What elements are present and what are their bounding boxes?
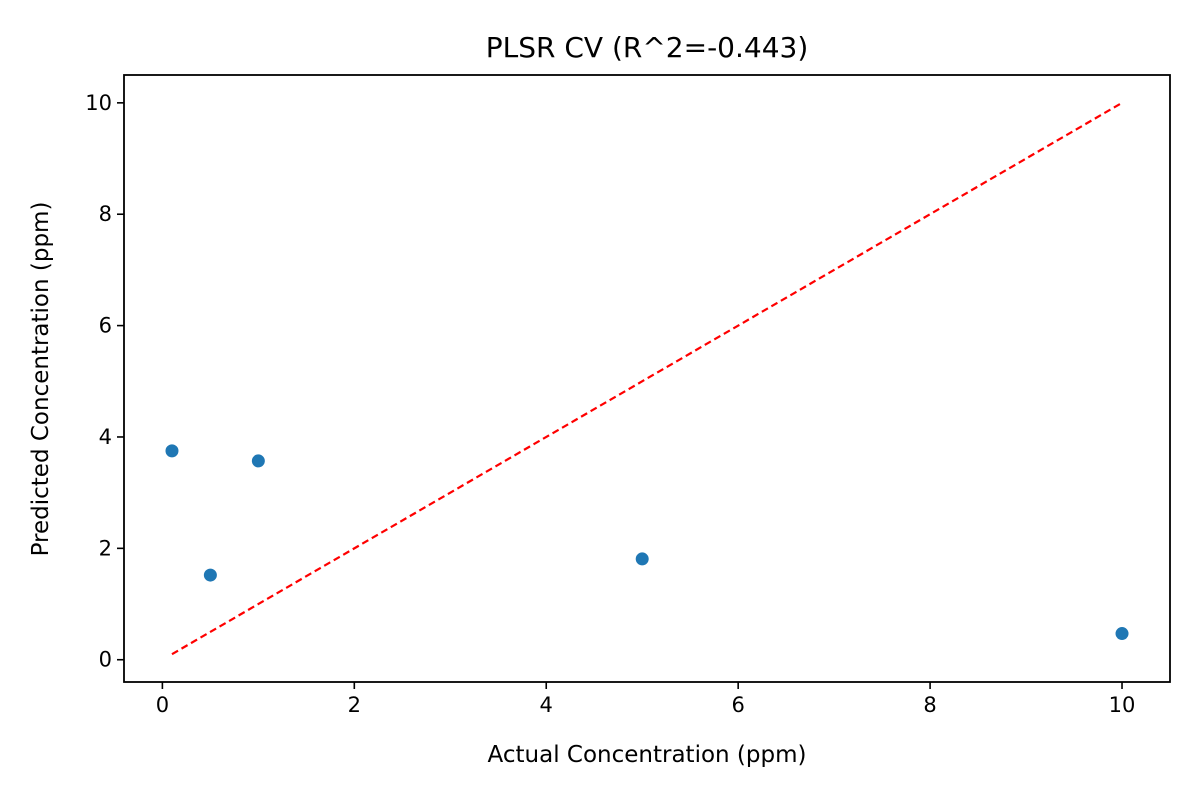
x-axis-ticks: 0 2 4 6 8 10 [156,682,1136,717]
x-tick-label: 4 [540,693,553,717]
plot-area [123,74,1171,683]
x-tick-label: 6 [731,693,744,717]
x-tick-label: 8 [923,693,936,717]
chart-title: PLSR CV (R^2=-0.443) [486,31,809,64]
scatter-point [203,568,217,582]
y-axis-ticks: 0 2 4 6 8 10 [85,91,124,672]
axes-frame [123,74,1171,683]
y-tick-label: 0 [99,648,112,672]
y-tick-label: 10 [85,91,112,115]
y-axis-label: Predicted Concentration (ppm) [28,202,54,557]
y-tick-label: 6 [99,314,112,338]
y-tick-label: 4 [99,425,112,449]
scatter-point [635,552,649,566]
scatter-point [165,444,179,458]
x-tick-label: 10 [1109,693,1136,717]
y-tick-label: 2 [99,536,112,560]
x-tick-label: 2 [348,693,361,717]
scatter-point [251,454,265,468]
x-axis-label: Actual Concentration (ppm) [488,742,807,768]
reference-line [171,101,1123,656]
y-tick-label: 8 [99,202,112,226]
x-tick-label: 0 [156,693,169,717]
scatter-point [1115,627,1129,641]
